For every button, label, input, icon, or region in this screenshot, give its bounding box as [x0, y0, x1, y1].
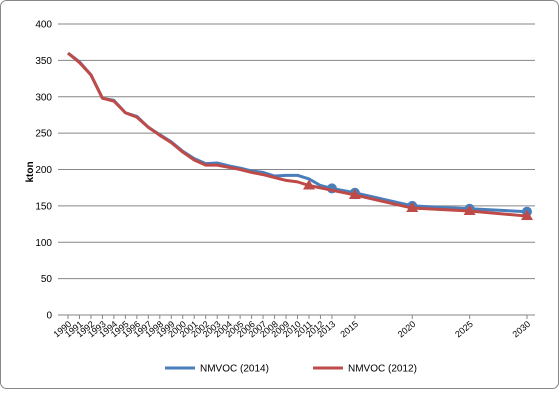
marker: [463, 204, 476, 215]
y-tick-label: 350: [35, 56, 52, 67]
y-tick-label: 50: [41, 274, 53, 285]
marker: [406, 202, 419, 213]
y-tick-label: 100: [35, 238, 52, 249]
y-tick-label: 150: [35, 201, 52, 212]
y-tick-label: 200: [35, 165, 52, 176]
y-tick-label: 400: [35, 20, 52, 31]
y-tick-label: 0: [46, 311, 52, 322]
y-tick-label: 300: [35, 92, 52, 103]
y-tick-label: 250: [35, 129, 52, 140]
marker: [348, 188, 361, 199]
y-axis-label: kton: [25, 161, 36, 182]
legend-label: NMVOC (2012): [348, 364, 417, 375]
marker: [521, 210, 533, 221]
legend-label: NMVOC (2014): [200, 364, 269, 375]
marker: [302, 179, 315, 190]
